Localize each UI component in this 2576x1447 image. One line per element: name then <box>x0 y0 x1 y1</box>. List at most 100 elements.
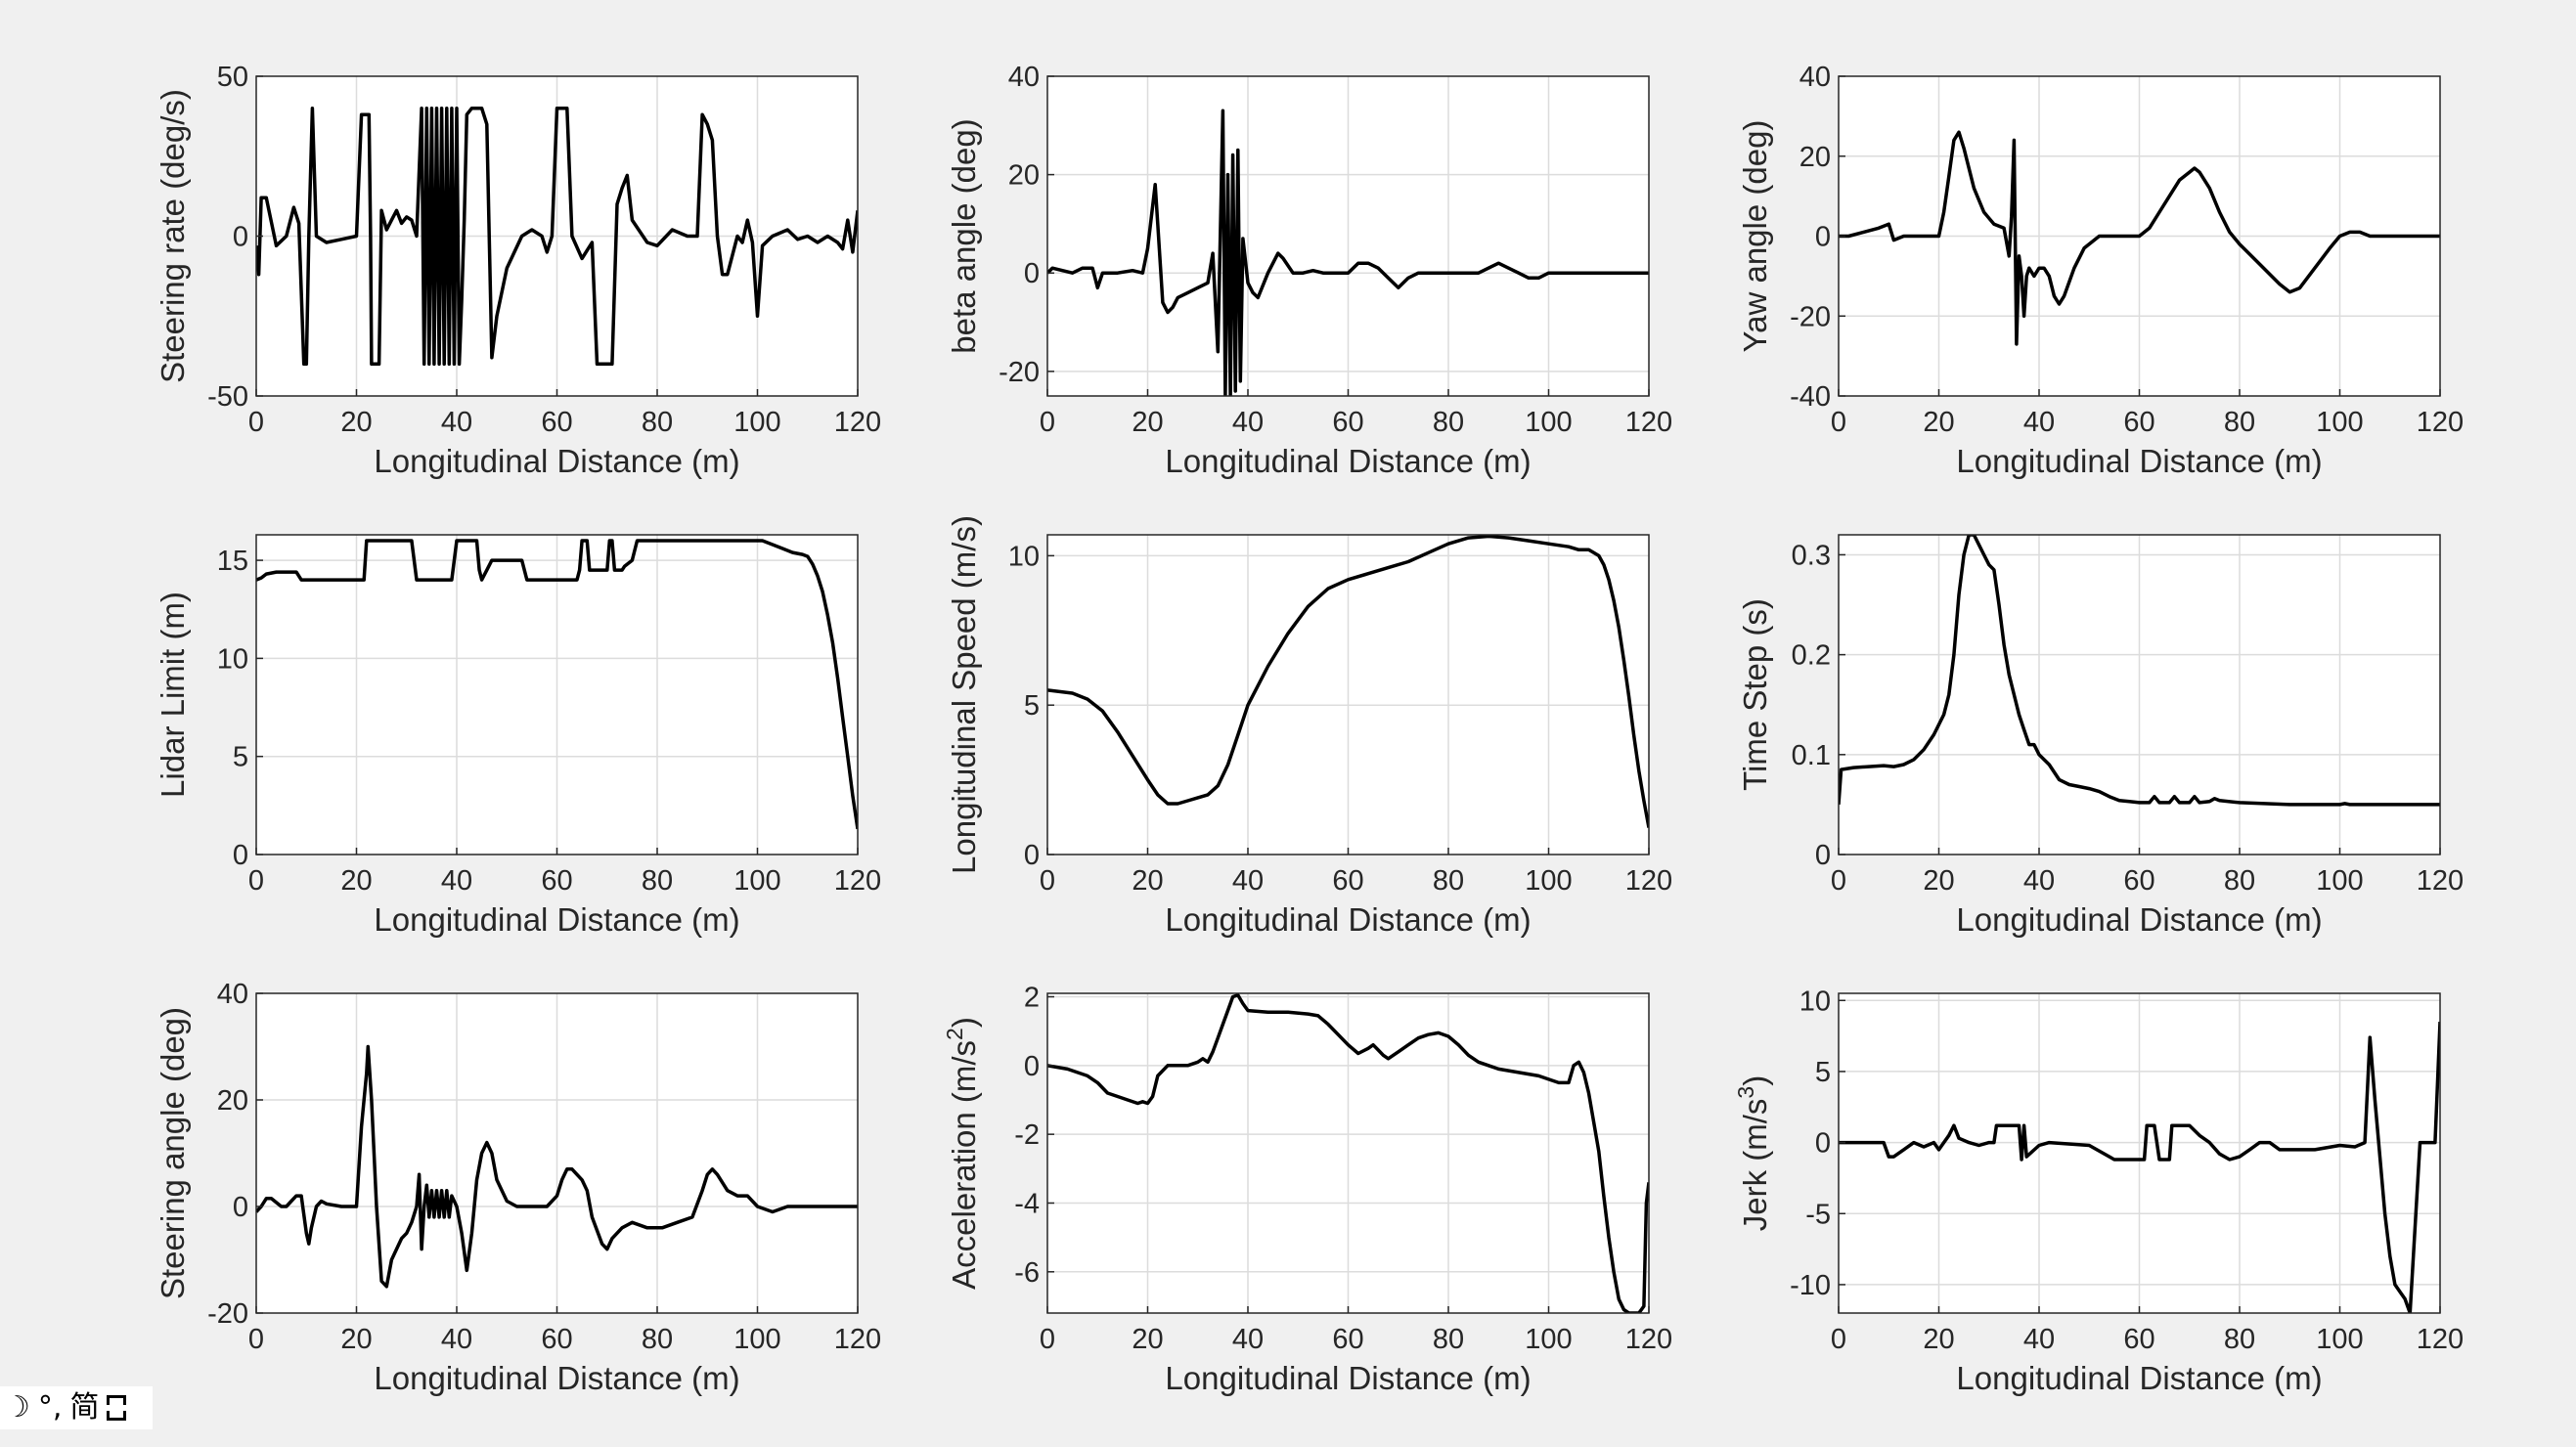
y-axis-label: Yaw angle (deg) <box>1737 120 1773 353</box>
y-tick-label: 10 <box>1799 986 1831 1017</box>
x-tick-label: 120 <box>2417 407 2464 438</box>
x-axis-label: Longitudinal Distance (m) <box>1165 1360 1531 1396</box>
x-tick-label: 20 <box>340 865 372 897</box>
y-tick-label: 0 <box>1024 1051 1040 1082</box>
series-line <box>1839 1022 2440 1313</box>
fullscreen-icon[interactable] <box>107 1395 127 1421</box>
y-axis-label: Longitudinal Speed (m/s) <box>946 515 982 874</box>
x-tick-label: 60 <box>541 865 572 897</box>
x-tick-label: 20 <box>1923 1324 1954 1355</box>
y-tick-label: -5 <box>1805 1199 1831 1230</box>
x-tick-label: 100 <box>733 1324 780 1355</box>
series-line <box>1839 130 2440 346</box>
y-tick-label: 10 <box>217 643 248 675</box>
y-tick-label: 0 <box>1815 222 1831 253</box>
ime-toolbar[interactable]: ☽ °, 简 <box>0 1386 153 1429</box>
y-tick-label: 0.2 <box>1792 640 1831 672</box>
y-axis-label: Steering rate (deg/s) <box>155 89 191 383</box>
x-tick-label: 60 <box>541 407 572 438</box>
y-axis-label: Jerk (m/s3) <box>1733 1075 1773 1231</box>
x-tick-label: 80 <box>2224 407 2255 438</box>
x-tick-label: 100 <box>2316 1324 2363 1355</box>
x-tick-label: 20 <box>1923 407 1954 438</box>
series-line <box>256 1044 858 1289</box>
x-axis-label: Longitudinal Distance (m) <box>1165 901 1531 938</box>
y-tick-label: 20 <box>217 1085 248 1117</box>
y-tick-label: -6 <box>1014 1257 1040 1289</box>
y-tick-label: 20 <box>1799 142 1831 173</box>
x-tick-label: 40 <box>2023 407 2055 438</box>
x-tick-label: 0 <box>1040 1324 1055 1355</box>
x-tick-label: 80 <box>642 1324 673 1355</box>
x-tick-label: 0 <box>248 1324 264 1355</box>
x-tick-label: 20 <box>1923 865 1954 897</box>
x-axis-label: Longitudinal Distance (m) <box>374 1360 739 1396</box>
y-tick-label: 20 <box>1008 160 1040 192</box>
y-axis-label-superscript: 3 <box>1733 1086 1758 1099</box>
y-tick-label: -4 <box>1014 1188 1040 1219</box>
x-tick-label: 40 <box>2023 1324 2055 1355</box>
x-tick-label: 60 <box>1332 407 1363 438</box>
y-tick-label: 0 <box>233 840 248 871</box>
x-tick-label: 120 <box>1625 865 1672 897</box>
x-tick-label: 120 <box>1625 407 1672 438</box>
x-axis-label: Longitudinal Distance (m) <box>374 901 739 938</box>
x-tick-label: 80 <box>1433 1324 1464 1355</box>
y-tick-label: 0 <box>1815 840 1831 871</box>
chart-longitudinal-speed: 0 20 40 60 80 100 120 0 5 10 Longitudinal Distance… <box>946 515 1672 938</box>
y-tick-label: 50 <box>217 62 248 93</box>
y-tick-label: -20 <box>1790 301 1831 332</box>
y-tick-label: 0 <box>233 1192 248 1223</box>
x-tick-label: 0 <box>248 865 264 897</box>
x-tick-label: 40 <box>1232 1324 1264 1355</box>
x-tick-label: 100 <box>1525 865 1572 897</box>
y-axis-label: Time Step (s) <box>1737 598 1773 791</box>
y-tick-label: 40 <box>1799 62 1831 93</box>
x-axis-label: Longitudinal Distance (m) <box>1956 1360 2322 1396</box>
y-tick-label: 40 <box>1008 62 1040 93</box>
x-tick-label: 80 <box>1433 407 1464 438</box>
x-tick-label: 20 <box>340 1324 372 1355</box>
moon-icon[interactable]: ☽ <box>4 1390 30 1425</box>
x-tick-label: 100 <box>2316 407 2363 438</box>
input-mode-label[interactable]: 简 <box>69 1390 100 1425</box>
x-tick-label: 80 <box>642 407 673 438</box>
x-tick-label: 40 <box>441 865 472 897</box>
y-tick-label: 5 <box>233 742 248 773</box>
x-tick-label: 40 <box>2023 865 2055 897</box>
y-tick-label: 10 <box>1008 541 1040 572</box>
series-line <box>256 106 858 367</box>
y-tick-label: 0 <box>1815 1128 1831 1160</box>
y-tick-label: 5 <box>1815 1057 1831 1088</box>
y-axis-label: Lidar Limit (m) <box>155 592 191 798</box>
y-tick-label: -50 <box>207 381 248 413</box>
x-tick-label: 0 <box>1831 407 1846 438</box>
x-tick-label: 60 <box>541 1324 572 1355</box>
y-tick-label: -2 <box>1014 1119 1040 1151</box>
x-tick-label: 120 <box>1625 1324 1672 1355</box>
y-tick-label: 0 <box>1024 840 1040 871</box>
y-tick-label: -20 <box>999 357 1040 388</box>
chart-acceleration: 0 20 40 60 80 100 120 -6 -4 -2 0 2 Longitudinal Dist… <box>942 983 1672 1396</box>
y-axis-label: beta angle (deg) <box>946 118 982 353</box>
y-axis-label: Acceleration (m/s2) <box>942 1017 982 1290</box>
x-tick-label: 60 <box>1332 1324 1363 1355</box>
x-tick-label: 120 <box>2417 1324 2464 1355</box>
x-tick-label: 40 <box>1232 407 1264 438</box>
series-line <box>1047 109 1649 396</box>
x-tick-label: 20 <box>340 407 372 438</box>
x-tick-label: 60 <box>1332 865 1363 897</box>
x-tick-label: 40 <box>1232 865 1264 897</box>
chart-jerk: 0 20 40 60 80 100 120 -10 -5 0 5 10 Longitudinal Dis… <box>1733 986 2464 1396</box>
y-axis-label-end: ) <box>946 1017 982 1028</box>
y-tick-label: 15 <box>217 546 248 577</box>
y-axis-label-end: ) <box>1737 1075 1773 1086</box>
punctuation-icon[interactable]: °, <box>37 1390 63 1425</box>
x-tick-label: 20 <box>1132 407 1163 438</box>
chart-lidar-limit: 0 20 40 60 80 100 120 0 5 10 15 Longitudinal Distan… <box>155 534 881 938</box>
x-tick-label: 120 <box>834 865 881 897</box>
y-tick-label: -20 <box>207 1298 248 1330</box>
series-line <box>1839 535 2440 807</box>
